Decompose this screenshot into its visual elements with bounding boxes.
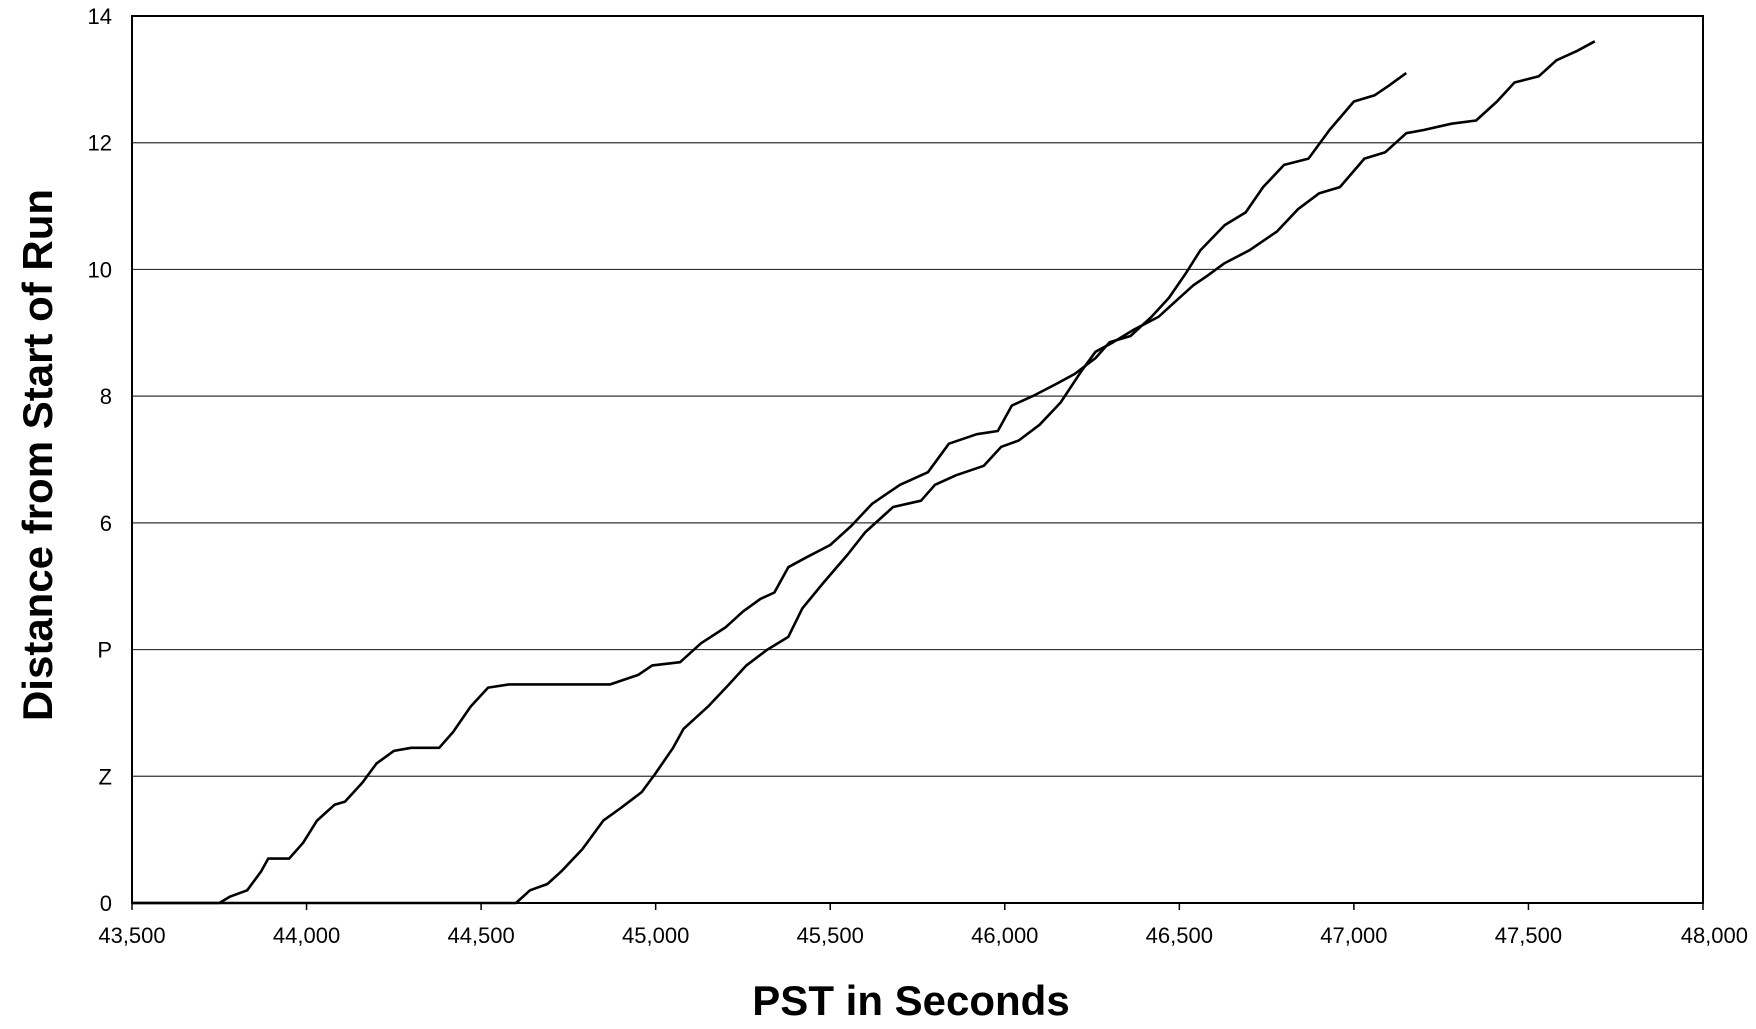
- x-axis-title: PST in Seconds: [752, 977, 1069, 1024]
- series-line-1: [132, 71, 1408, 905]
- y-tick-label-4: 8: [100, 384, 112, 409]
- x-tick-label-7: 47,000: [1320, 923, 1387, 948]
- x-tick-label-1: 44,000: [273, 923, 340, 948]
- y-tick-label-3: 6: [100, 511, 112, 536]
- y-tick-label-1: Z: [99, 764, 112, 789]
- y-tick-label-7: 14: [88, 4, 112, 29]
- plot-frame: [131, 15, 1704, 904]
- x-axis-ticks: 43,500 44,000 44,500 45,000 45,500 46,000 46,5…: [98, 903, 1748, 948]
- x-tick-label-6: 46,500: [1146, 923, 1213, 948]
- x-tick-label-5: 46,000: [971, 923, 1038, 948]
- gridlines: [132, 15, 1703, 904]
- y-axis-title: Distance from Start of Run: [14, 189, 61, 721]
- y-axis-ticks: 0 Z P 6 8 10 12 14: [88, 4, 112, 916]
- series-line-2: [132, 40, 1596, 905]
- x-tick-label-4: 45,500: [797, 923, 864, 948]
- x-tick-label-9: 48,000: [1681, 923, 1748, 948]
- x-tick-label-0: 43,500: [98, 923, 165, 948]
- y-tick-label-0: 0: [100, 891, 112, 916]
- series-layer: [132, 40, 1596, 905]
- x-tick-label-2: 44,500: [447, 923, 514, 948]
- y-tick-label-5: 10: [88, 257, 112, 282]
- y-tick-label-6: 12: [88, 131, 112, 156]
- x-tick-label-8: 47,500: [1495, 923, 1562, 948]
- y-tick-label-2: P: [97, 638, 112, 663]
- x-tick-label-3: 45,000: [622, 923, 689, 948]
